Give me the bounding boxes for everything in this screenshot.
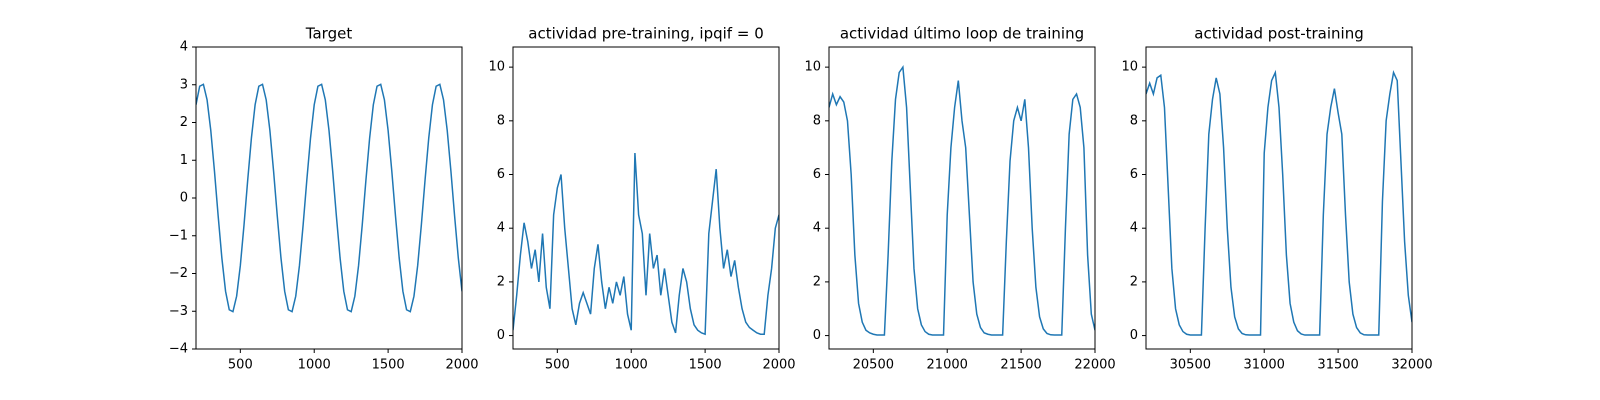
- y-tick-label: −1: [169, 228, 188, 243]
- y-tick-label: −4: [169, 342, 188, 357]
- y-tick-label: 0: [813, 328, 821, 343]
- y-tick-label: 0: [497, 328, 505, 343]
- axes-frame: [195, 46, 463, 350]
- x-tick-label: 21500: [1000, 358, 1041, 373]
- subplot: actividad último loop de training 0 2 4 6 8 10…: [804, 25, 1115, 373]
- x-tick-label: 1500: [372, 358, 405, 373]
- x-tick-label: 2000: [762, 358, 795, 373]
- chart-title: Target: [305, 25, 353, 43]
- x-tick-label: 20500: [853, 358, 894, 373]
- data-line: [196, 83, 462, 313]
- y-tick-label: 2: [497, 274, 505, 289]
- y-tick-label: 2: [1130, 274, 1138, 289]
- chart-title: actividad pre-training, ipqif = 0: [528, 25, 764, 43]
- data-line: [1146, 69, 1412, 336]
- y-tick-label: 4: [497, 221, 505, 236]
- x-tick-label: 31500: [1317, 358, 1358, 373]
- data-line: [829, 64, 1095, 336]
- y-tick-label: 6: [497, 167, 505, 182]
- x-tick-label: 500: [545, 358, 570, 373]
- y-tick-label: 4: [1130, 221, 1138, 236]
- x-tick-label: 21000: [927, 358, 968, 373]
- y-tick-label: 1: [180, 153, 188, 168]
- axes-frame: [828, 46, 1096, 350]
- y-tick-label: 10: [488, 60, 505, 75]
- y-tick-label: 0: [180, 191, 188, 206]
- x-tick-label: 31000: [1244, 358, 1285, 373]
- x-tick-label: 500: [228, 358, 253, 373]
- x-tick-label: 32000: [1391, 358, 1432, 373]
- axes-frame: [1145, 46, 1413, 350]
- data-line: [513, 152, 779, 336]
- y-tick-label: −3: [169, 304, 188, 319]
- axes-frame: [512, 46, 780, 350]
- x-tick-label: 30500: [1170, 358, 1211, 373]
- y-tick-label: 8: [813, 113, 821, 128]
- y-tick-label: 10: [804, 60, 821, 75]
- chart-title: actividad último loop de training: [840, 25, 1084, 43]
- y-tick-label: 6: [813, 167, 821, 182]
- x-tick-label: 1000: [298, 358, 331, 373]
- chart-title: actividad post-training: [1194, 25, 1363, 43]
- y-tick-label: −2: [169, 266, 188, 281]
- x-tick-label: 22000: [1074, 358, 1115, 373]
- subplot: Target −4 −3 −2 −1 0 1 2 3 4 500 1000 1500 2000: [169, 25, 479, 373]
- y-tick-label: 8: [497, 113, 505, 128]
- x-tick-label: 1000: [615, 358, 648, 373]
- y-tick-label: 8: [1130, 113, 1138, 128]
- y-tick-label: 10: [1121, 60, 1138, 75]
- x-tick-label: 1500: [689, 358, 722, 373]
- x-tick-label: 2000: [445, 358, 478, 373]
- y-tick-label: 4: [813, 221, 821, 236]
- subplot: actividad post-training 0 2 4 6 8 10 30500 31000…: [1121, 25, 1432, 373]
- y-tick-label: 0: [1130, 328, 1138, 343]
- y-tick-label: 3: [180, 77, 188, 92]
- y-tick-label: 2: [813, 274, 821, 289]
- subplot: actividad pre-training, ipqif = 0 0 2 4 6 8 10…: [488, 25, 795, 373]
- y-tick-label: 4: [180, 40, 188, 55]
- y-tick-label: 6: [1130, 167, 1138, 182]
- y-tick-label: 2: [180, 115, 188, 130]
